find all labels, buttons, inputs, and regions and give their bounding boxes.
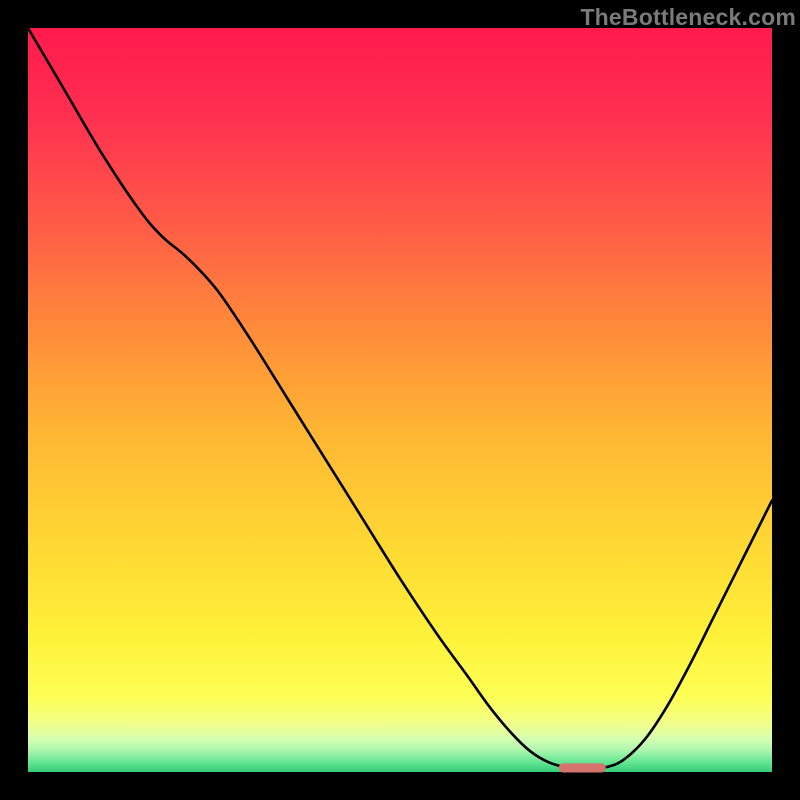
- bottleneck-marker: [559, 764, 605, 772]
- gradient-background: [28, 28, 772, 772]
- watermark-text: TheBottleneck.com: [580, 4, 796, 31]
- plot-svg: [0, 0, 800, 800]
